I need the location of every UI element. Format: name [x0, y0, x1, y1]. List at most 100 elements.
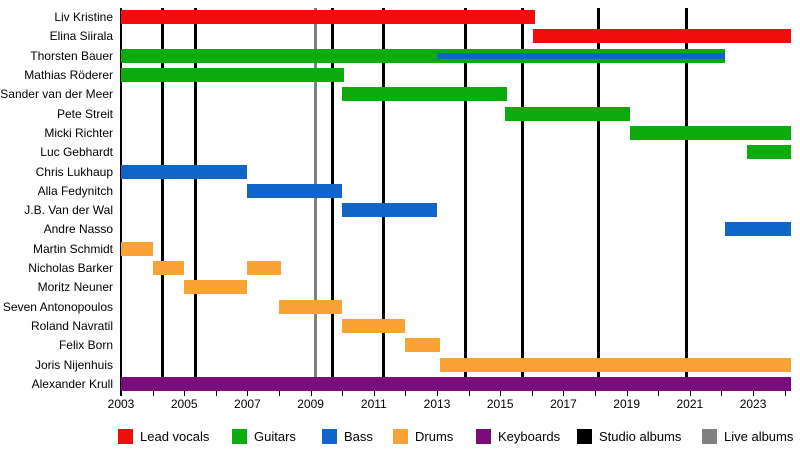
year-tick-label: 2013: [423, 397, 451, 411]
year-tick: [247, 391, 249, 396]
member-bar-bass: [724, 222, 791, 237]
year-tick: [626, 391, 628, 396]
member-label: Seven Antonopoulos: [2, 299, 113, 314]
year-tick: [405, 391, 407, 396]
legend-swatch-lead_vocals: [118, 429, 133, 444]
year-tick: [342, 391, 344, 396]
member-bar-guitars: [121, 48, 725, 63]
year-tick-label: 2019: [613, 397, 641, 411]
legend-item-lead_vocals: Lead vocals: [118, 429, 209, 444]
member-label: Mathias Röderer: [24, 67, 113, 82]
legend-item-keyboards: Keyboards: [476, 429, 560, 444]
year-tick: [152, 391, 154, 396]
member-label: Pete Streit: [56, 106, 113, 121]
member-bar-guitars: [342, 87, 507, 102]
legend-swatch-keyboards: [476, 429, 491, 444]
year-tick: [784, 391, 786, 396]
member-label: Martin Schmidt: [32, 241, 113, 256]
year-tick-label: 2015: [486, 397, 514, 411]
legend-label: Live albums: [724, 429, 794, 444]
member-bar-guitars: [504, 106, 630, 121]
year-tick: [184, 391, 186, 396]
member-label: Micki Richter: [44, 125, 113, 140]
legend-label: Keyboards: [498, 429, 561, 444]
member-label: Moritz Neuner: [37, 280, 113, 295]
member-bar-drums: [342, 319, 406, 334]
legend-label: Drums: [415, 429, 454, 444]
member-label: Alla Fedynitch: [37, 183, 113, 198]
member-label: Liv Kristine: [54, 10, 113, 24]
member-bar-drums: [121, 241, 153, 256]
year-tick: [310, 391, 312, 396]
year-tick: [279, 391, 281, 396]
year-tick: [121, 391, 122, 396]
member-label: Sander van der Meer: [0, 87, 113, 102]
member-bar-guitars: [746, 145, 791, 160]
member-label: Joris Nijenhuis: [34, 357, 113, 372]
studio-album-line: [520, 8, 524, 391]
legend-label: Guitars: [254, 429, 296, 444]
member-bar-guitars: [629, 125, 791, 140]
member-bar-lead_vocals: [121, 10, 535, 24]
member-bar-bass: [437, 52, 725, 59]
member-bar-drums: [184, 280, 248, 295]
year-tick: [215, 391, 217, 396]
y-axis-line: [120, 8, 122, 396]
year-tick-label: 2021: [676, 397, 704, 411]
studio-album-line: [381, 8, 385, 391]
legend-swatch-bass: [322, 429, 337, 444]
legend-item-guitars: Guitars: [232, 429, 296, 444]
legend-label: Studio albums: [599, 429, 682, 444]
member-label: Elina Siirala: [49, 29, 113, 44]
studio-album-line: [193, 8, 197, 391]
year-tick: [468, 391, 470, 396]
legend-swatch-guitars: [232, 429, 247, 444]
member-label: Thorsten Bauer: [30, 48, 113, 63]
member-bar-lead_vocals: [533, 29, 791, 44]
year-tick: [753, 391, 755, 396]
legend-item-bass: Bass: [322, 429, 373, 444]
year-tick-label: 2003: [107, 397, 135, 411]
year-tick: [500, 391, 502, 396]
year-tick-label: 2005: [170, 397, 198, 411]
member-bar-drums: [440, 357, 791, 372]
member-bar-bass: [342, 203, 438, 218]
member-bar-drums: [405, 338, 441, 353]
year-tick: [689, 391, 691, 396]
legend-item-studio_album_line: Studio albums: [577, 429, 681, 444]
member-label: Chris Lukhaup: [35, 164, 113, 179]
legend-swatch-live_album_line: [702, 429, 717, 444]
studio-album-line: [596, 8, 600, 391]
studio-album-line: [685, 8, 689, 391]
legend-label: Lead vocals: [140, 429, 210, 444]
year-tick: [595, 391, 597, 396]
member-label: Felix Born: [58, 338, 113, 353]
year-tick: [437, 391, 439, 396]
legend-label: Bass: [344, 429, 373, 444]
member-bar-drums: [152, 261, 185, 276]
year-tick-label: 2011: [360, 397, 387, 411]
member-bar-bass: [121, 164, 248, 179]
year-tick: [721, 391, 723, 396]
member-label: Alexander Krull: [31, 377, 113, 391]
member-label: Roland Navratil: [30, 319, 113, 334]
legend-swatch-drums: [393, 429, 408, 444]
year-tick: [563, 391, 565, 396]
live-album-line: [314, 8, 318, 391]
member-bar-drums: [279, 299, 343, 314]
member-label: Andre Nasso: [43, 222, 113, 237]
member-bar-drums: [247, 261, 281, 276]
legend-item-drums: Drums: [393, 429, 453, 444]
year-tick: [658, 391, 660, 396]
year-tick: [531, 391, 533, 396]
studio-album-line: [463, 8, 467, 391]
year-tick-label: 2007: [234, 397, 261, 411]
studio-album-line: [160, 8, 164, 391]
year-tick: [373, 391, 375, 396]
member-label: Luc Gebhardt: [40, 145, 113, 160]
year-tick-label: 2023: [739, 397, 767, 411]
member-label: Nicholas Barker: [28, 261, 113, 276]
year-tick-label: 2009: [297, 397, 324, 411]
studio-album-line: [331, 8, 335, 391]
